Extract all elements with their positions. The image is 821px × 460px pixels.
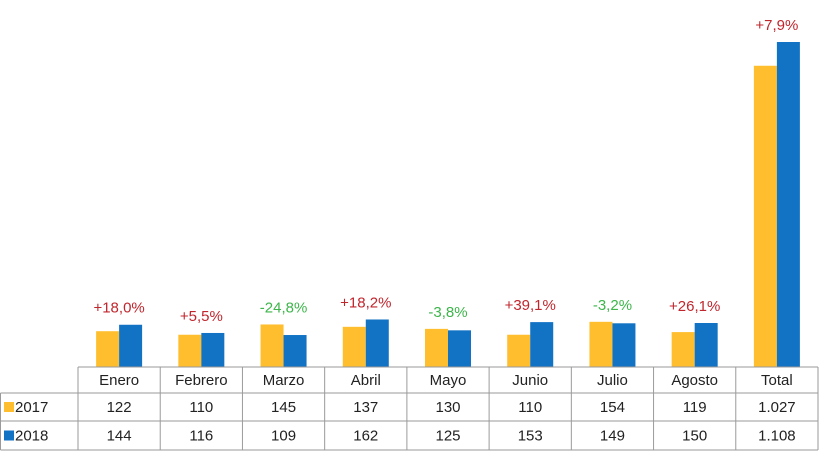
- legend-label: 2018: [15, 427, 48, 444]
- table-header: Enero: [99, 372, 139, 389]
- bar: [753, 65, 777, 367]
- bar: [425, 328, 448, 367]
- bar: [283, 335, 307, 367]
- table-cell: 149: [600, 427, 625, 444]
- bar: [671, 332, 695, 367]
- annotation: -24,8%: [260, 299, 308, 316]
- table-cell: 144: [107, 427, 132, 444]
- table-cell: 125: [435, 427, 460, 444]
- legend-label: 2017: [15, 399, 48, 416]
- bar: [448, 330, 471, 367]
- table-header: Junio: [512, 372, 548, 389]
- table-cell: 110: [518, 399, 542, 416]
- table-header: Marzo: [263, 372, 305, 389]
- table-cell: 122: [107, 399, 132, 416]
- table-header: Febrero: [175, 372, 228, 389]
- table-cell: 1.027: [758, 399, 796, 416]
- table-cell: 162: [353, 427, 378, 444]
- legend-swatch: [4, 430, 14, 441]
- annotation: -3,8%: [428, 304, 467, 321]
- bar: [530, 322, 554, 367]
- bar: [365, 319, 389, 367]
- bar: [342, 326, 366, 367]
- table-cell: 116: [189, 427, 213, 444]
- table-header: Agosto: [671, 372, 718, 389]
- bar: [260, 324, 284, 367]
- bar: [694, 323, 718, 367]
- annotation: +26,1%: [669, 298, 720, 315]
- table-cell: 130: [435, 399, 460, 416]
- bar: [776, 42, 800, 367]
- annotation: +5,5%: [180, 308, 223, 325]
- bar: [178, 334, 202, 367]
- table-cell: 145: [271, 399, 296, 416]
- table-header: Julio: [597, 372, 628, 389]
- table-cell: 154: [600, 399, 625, 416]
- table-cell: 153: [518, 427, 543, 444]
- table-cell: 119: [683, 399, 707, 416]
- annotation: +18,2%: [340, 294, 391, 311]
- bar: [507, 334, 531, 367]
- annotation: -3,2%: [593, 297, 632, 314]
- table-header: Total: [761, 372, 793, 389]
- table-cell: 137: [353, 399, 378, 416]
- bar: [119, 324, 143, 367]
- legend-swatch: [4, 402, 14, 412]
- annotation: +18,0%: [93, 300, 144, 317]
- table-cell: 150: [682, 427, 707, 444]
- annotation: +39,1%: [505, 297, 556, 314]
- table-cell: 110: [189, 399, 213, 416]
- table-cell: 1.108: [758, 427, 796, 444]
- bar: [201, 332, 225, 367]
- bar: [612, 323, 636, 367]
- bar: [96, 331, 120, 367]
- table-header: Abril: [351, 372, 381, 389]
- annotation: +7,9%: [755, 17, 798, 34]
- table-cell: 109: [271, 427, 296, 444]
- bar: [589, 321, 613, 367]
- table-header: Mayo: [430, 372, 467, 389]
